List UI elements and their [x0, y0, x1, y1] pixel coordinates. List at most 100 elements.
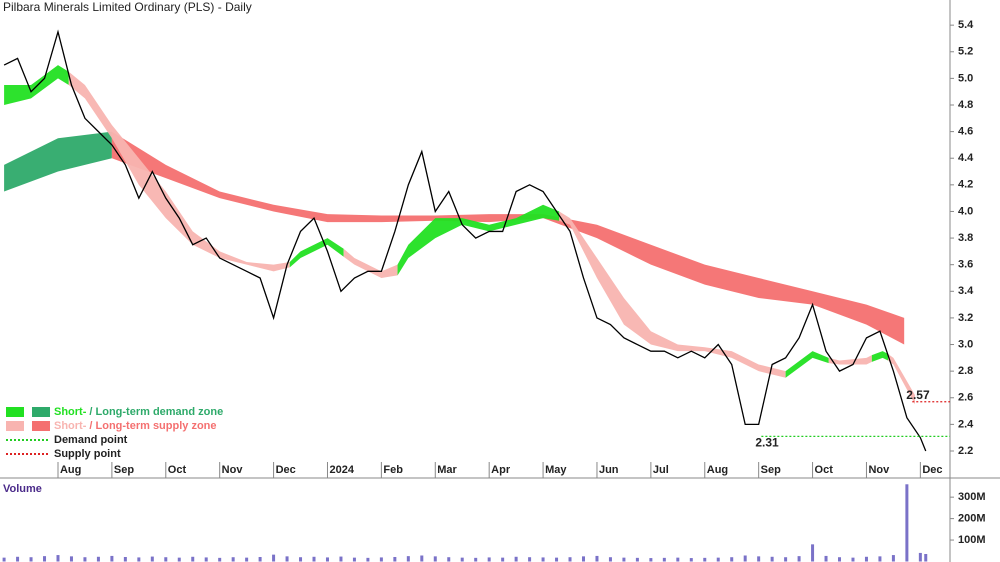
volume-bar — [528, 557, 532, 562]
volume-bar — [272, 554, 276, 562]
y-tick-label: 3.0 — [958, 338, 973, 350]
volume-bar — [595, 555, 599, 562]
y-tick-label: 3.4 — [958, 285, 974, 297]
x-tick-label: Aug — [707, 464, 728, 476]
x-tick-label: Aug — [60, 464, 81, 476]
volume-bar — [325, 557, 329, 562]
x-tick-label: Feb — [383, 464, 403, 476]
volume-bar — [447, 557, 451, 562]
volume-bar — [177, 557, 181, 562]
volume-bar — [258, 556, 262, 562]
legend-swatch — [32, 421, 50, 431]
volume-bar — [366, 557, 370, 562]
x-tick-label: 2024 — [329, 464, 354, 476]
volume-bar — [123, 556, 127, 562]
zone-band — [68, 71, 290, 272]
volume-bar — [393, 556, 397, 562]
volume-bar — [581, 556, 585, 562]
zone-band — [4, 131, 112, 192]
volume-bar — [824, 555, 828, 562]
volume-bar — [460, 557, 464, 562]
y-tick-label: 4.6 — [958, 126, 973, 138]
volume-bar — [2, 557, 6, 562]
x-tick-label: Oct — [168, 464, 187, 476]
volume-bar — [743, 555, 747, 562]
y-tick-label: 4.4 — [958, 152, 974, 164]
volume-bar — [406, 556, 410, 562]
volume-bar — [285, 556, 289, 562]
volume-bar — [191, 556, 195, 562]
x-tick-label: Dec — [276, 464, 296, 476]
y-tick-label: 3.6 — [958, 259, 973, 271]
y-tick-label: 100M — [958, 534, 986, 546]
volume-label: Volume — [3, 483, 42, 495]
volume-bar — [379, 557, 383, 562]
volume-bar — [29, 557, 33, 562]
legend-swatch — [6, 407, 24, 417]
volume-bar — [352, 557, 356, 562]
volume-bar — [905, 484, 909, 562]
volume-bar — [218, 557, 222, 562]
legend-label: Supply point — [54, 448, 121, 460]
legend-short: Short- — [54, 420, 87, 432]
volume-bar — [339, 556, 343, 562]
chart-title: Pilbara Minerals Limited Ordinary (PLS) … — [3, 0, 252, 14]
volume-bar — [797, 556, 801, 562]
volume-bar — [299, 557, 303, 562]
y-tick-label: 4.0 — [958, 205, 973, 217]
x-tick-label: May — [545, 464, 567, 476]
volume-bar — [83, 557, 87, 562]
volume-bar — [864, 556, 868, 562]
volume-bar — [16, 556, 20, 562]
volume-bar — [730, 557, 734, 562]
volume-bar — [487, 557, 491, 562]
y-tick-label: 2.4 — [958, 418, 974, 430]
legend-long: / Long-term demand zone — [89, 406, 223, 418]
volume-bar — [662, 557, 666, 562]
y-tick-label: 4.8 — [958, 99, 973, 111]
volume-bar — [676, 557, 680, 562]
volume-bar — [811, 544, 815, 562]
y-tick-label: 200M — [958, 513, 986, 525]
volume-bar — [541, 557, 545, 562]
volume-bar — [891, 555, 895, 562]
x-tick-label: Sep — [114, 464, 134, 476]
volume-bar — [622, 557, 626, 562]
volume-bar — [433, 556, 437, 562]
price-line — [3, 29, 927, 452]
volume-bar — [150, 556, 154, 562]
zone-band — [289, 238, 344, 268]
volume-bar — [474, 557, 478, 562]
y-tick-label: 2.2 — [958, 445, 973, 457]
level-label: 2.57 — [906, 388, 930, 402]
volume-bar — [924, 553, 928, 562]
volume-bar — [501, 557, 505, 562]
legend-label: Demand point — [54, 434, 128, 446]
zone-band — [871, 351, 889, 362]
x-tick-label: Jul — [653, 464, 669, 476]
x-tick-label: Jun — [599, 464, 619, 476]
volume-bar — [514, 556, 518, 562]
y-tick-label: 2.8 — [958, 365, 973, 377]
volume-bar — [608, 557, 612, 562]
volume-bar — [757, 556, 761, 562]
level-label: 2.31 — [755, 436, 779, 450]
volume-bar — [231, 557, 235, 562]
zone-band — [888, 353, 915, 405]
volume-bar — [96, 556, 100, 562]
x-tick-label: Mar — [437, 464, 457, 476]
y-tick-label: 2.6 — [958, 392, 973, 404]
y-tick-label: 3.2 — [958, 312, 973, 324]
volume-bar — [703, 557, 707, 562]
x-tick-label: Nov — [222, 464, 244, 476]
volume-bar — [635, 557, 639, 562]
legend-swatch — [6, 421, 24, 431]
volume-bar — [245, 557, 249, 562]
volume-bar — [110, 555, 114, 562]
zone-band — [4, 65, 69, 105]
volume-bar — [137, 557, 141, 562]
x-tick-label: Apr — [491, 464, 511, 476]
volume-bar — [649, 558, 653, 562]
y-tick-label: 5.4 — [958, 19, 974, 31]
